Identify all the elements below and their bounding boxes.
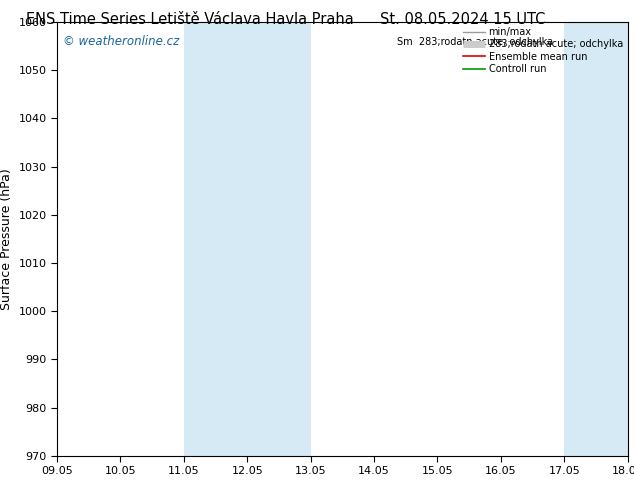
Text: St. 08.05.2024 15 UTC: St. 08.05.2024 15 UTC <box>380 12 545 27</box>
Legend: min/max, 283;rodatn acute; odchylka, Ensemble mean run, Controll run: min/max, 283;rodatn acute; odchylka, Ens… <box>463 27 623 74</box>
Y-axis label: Surface Pressure (hPa): Surface Pressure (hPa) <box>0 168 13 310</box>
Bar <box>184 22 311 456</box>
Text: © weatheronline.cz: © weatheronline.cz <box>63 35 179 48</box>
Text: ENS Time Series Letiště Václava Havla Praha: ENS Time Series Letiště Václava Havla Pr… <box>27 12 354 27</box>
Text: Sm  283;rodatn acute; odchylka: Sm 283;rodatn acute; odchylka <box>397 37 553 47</box>
Bar <box>564 22 628 456</box>
